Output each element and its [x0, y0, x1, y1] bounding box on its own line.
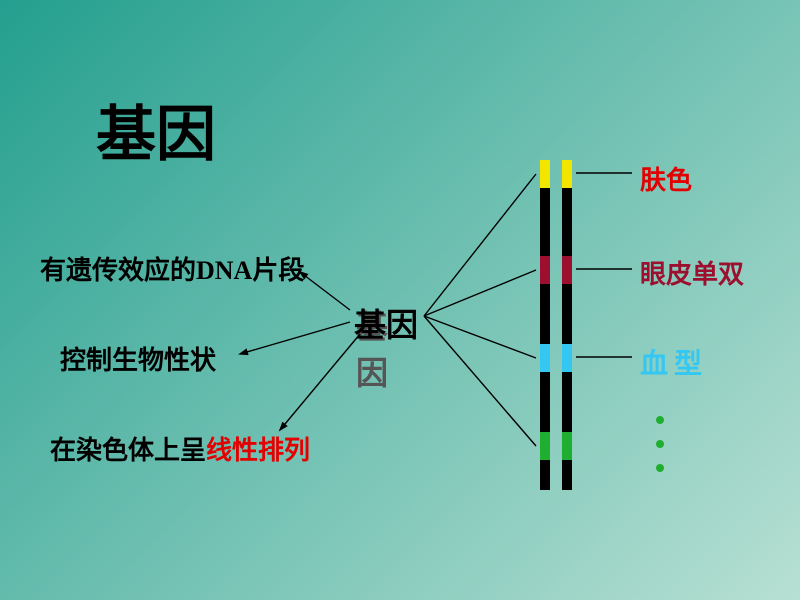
left-item-highlight: 线性排列: [206, 436, 310, 465]
left-item-2: 在染色体上呈线性排列: [50, 430, 310, 467]
page-title: 基因: [96, 86, 216, 173]
left-item-pre: 在染色体上呈: [50, 436, 206, 465]
trait-label-1: 眼皮单双: [640, 254, 744, 291]
gene-segment-1-0: [562, 160, 572, 188]
left-item-pre: 控制生物性状: [60, 346, 216, 375]
gene-segment-1-1: [562, 256, 572, 284]
gene-segment-0-2: [540, 344, 550, 372]
trait-label-0: 肤色: [640, 160, 692, 197]
ellipsis-dot-2: [656, 464, 664, 472]
trait-label-2: 血型: [640, 342, 708, 382]
center-node-front: 基因: [354, 307, 418, 343]
left-item-pre: 有遗传效应的DNA片段: [40, 256, 304, 285]
ellipsis-dot-0: [656, 416, 664, 424]
gene-segment-1-3: [562, 432, 572, 460]
gene-segment-1-2: [562, 344, 572, 372]
gene-segment-0-1: [540, 256, 550, 284]
ellipsis-dot-1: [656, 440, 664, 448]
gene-segment-0-0: [540, 160, 550, 188]
gene-segment-0-3: [540, 432, 550, 460]
left-item-0: 有遗传效应的DNA片段: [40, 250, 304, 287]
left-item-1: 控制生物性状: [60, 340, 216, 377]
center-node-label: 基因 基因: [354, 300, 418, 346]
